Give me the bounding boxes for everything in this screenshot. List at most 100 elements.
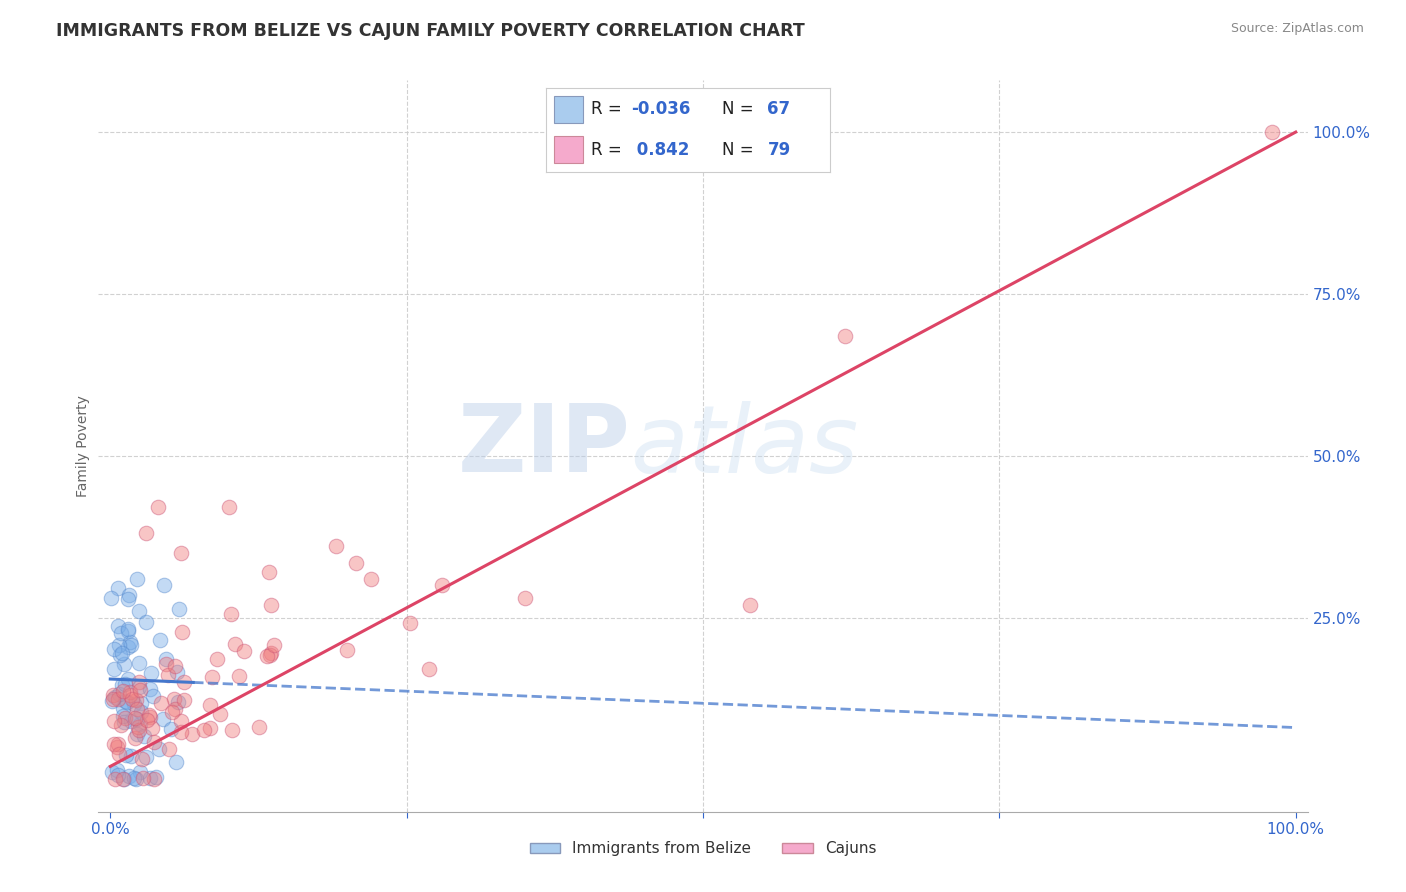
Point [232,644,254,658]
Point [120,714,142,728]
Point [336,643,359,657]
Point [139,681,162,696]
Point [132,729,155,743]
Point [122,771,145,785]
Text: Source: ZipAtlas.com: Source: ZipAtlas.com [1230,22,1364,36]
Point [1261,125,1284,139]
Point [125,702,148,716]
Point [112,657,135,672]
Point [128,680,150,694]
Point [149,632,172,647]
Point [101,688,124,702]
Point [208,707,231,722]
Point [515,591,537,606]
Point [125,572,148,586]
Point [112,709,135,723]
Point [103,737,125,751]
Point [228,669,250,683]
Point [139,771,162,785]
Point [117,672,139,686]
Point [105,739,128,754]
Point [128,717,150,731]
Point [218,500,240,515]
Point [138,710,160,724]
Point [170,714,193,728]
Point [138,707,160,722]
Point [129,696,152,710]
Point [110,646,132,660]
Point [127,719,149,733]
Point [142,735,165,749]
Point [117,640,139,655]
Point [153,578,176,592]
Point [129,765,152,780]
Point [181,727,204,741]
Point [120,685,142,699]
Point [198,721,221,735]
Point [110,717,132,731]
Point [157,668,180,682]
Point [111,772,134,787]
Point [834,328,856,343]
Point [128,656,150,670]
Point [165,659,187,673]
Point [118,769,141,783]
Point [256,648,278,663]
Point [115,695,138,709]
Point [107,582,129,596]
Point [112,714,135,729]
Point [111,700,134,714]
Point [219,607,242,621]
Point [108,638,131,652]
Point [103,714,125,728]
Point [263,638,285,652]
Point [166,665,188,680]
Point [118,689,141,703]
Point [141,721,163,735]
Point [207,652,229,666]
Point [172,624,194,639]
Point [111,678,134,692]
Point [143,772,166,787]
Point [145,771,167,785]
Point [110,626,132,640]
Point [160,723,183,737]
Point [103,662,125,676]
Point [104,772,127,787]
Point [160,705,183,719]
Point [224,637,246,651]
Point [108,747,131,761]
Point [740,598,762,612]
Text: atlas: atlas [630,401,859,491]
Point [114,710,136,724]
Point [418,662,440,676]
Point [114,694,136,708]
Point [118,634,141,648]
Point [150,696,173,710]
Point [124,731,146,746]
Point [155,657,177,671]
Point [135,615,157,630]
Point [117,592,139,607]
Point [173,674,195,689]
Point [124,711,146,725]
Point [198,698,221,712]
Point [112,772,135,786]
Point [107,768,129,782]
Point [173,693,195,707]
Point [128,683,150,698]
Point [101,694,124,708]
Point [152,712,174,726]
Point [325,539,347,553]
Point [114,677,136,691]
Point [167,602,190,616]
Point [148,742,170,756]
Point [344,556,367,570]
Point [132,771,155,785]
Point [108,687,131,701]
Point [117,624,139,638]
Point [399,615,422,630]
Point [201,670,224,684]
Point [118,588,141,602]
Point [257,565,280,579]
